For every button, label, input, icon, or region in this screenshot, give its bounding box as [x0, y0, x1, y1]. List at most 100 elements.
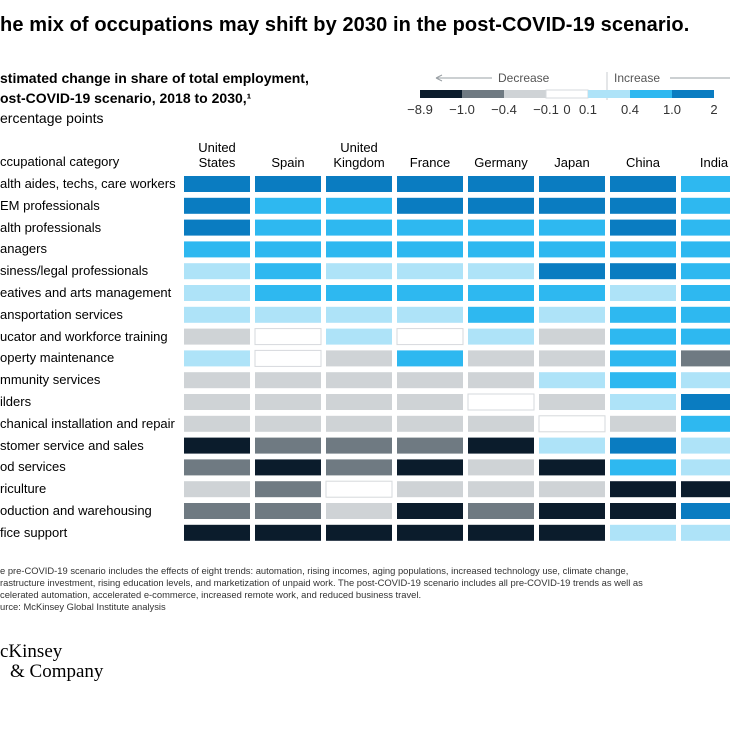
- legend-tick-label: 2: [710, 102, 717, 117]
- heatmap-cell: [326, 197, 392, 214]
- heatmap-cell: [184, 372, 250, 389]
- mckinsey-logo: cKinsey & Company: [0, 642, 103, 682]
- heatmap-cell: [184, 459, 250, 476]
- column-header: United States: [198, 140, 236, 170]
- heatmap-cell: [467, 393, 535, 411]
- heatmap-cell: [255, 481, 321, 498]
- row-label: EM professionals: [0, 197, 100, 213]
- legend-tick-label: 0.1: [579, 102, 597, 117]
- heatmap-cell: [681, 219, 730, 236]
- heatmap-cell: [255, 437, 321, 454]
- heatmap-cell: [325, 480, 393, 498]
- heatmap-cell: [681, 372, 730, 389]
- logo-line2: & Company: [10, 661, 104, 682]
- heatmap-cell: [397, 415, 463, 432]
- heatmap-cell: [468, 306, 534, 323]
- heatmap-cell: [397, 241, 463, 258]
- heatmap-cell: [610, 503, 676, 519]
- heatmap-cell: [184, 503, 250, 519]
- heatmap-cell: [397, 306, 463, 323]
- heatmap-cell: [326, 415, 392, 432]
- row-label: chanical installation and repair: [0, 415, 175, 431]
- heatmap-cell: [326, 437, 392, 454]
- row-label: riculture: [0, 481, 47, 497]
- heatmap-cell: [397, 524, 463, 541]
- heatmap-cell: [184, 197, 250, 214]
- heatmap-cell: [681, 285, 730, 301]
- heatmap-cell: [610, 394, 676, 410]
- column-header: Japan: [554, 155, 590, 170]
- heatmap-cell: [610, 524, 676, 541]
- heatmap-cell: [539, 503, 605, 519]
- heatmap-cell: [184, 328, 250, 345]
- heatmap-cell: [255, 306, 321, 323]
- legend-swatch: [588, 90, 630, 98]
- logo-line1: cKinsey: [0, 641, 63, 662]
- heatmap-cell: [610, 415, 676, 432]
- legend-decrease-label: Decrease: [498, 71, 550, 85]
- heatmap-cell: [255, 197, 321, 214]
- heatmap-cell: [184, 481, 250, 498]
- legend-swatch: [462, 90, 504, 98]
- heatmap-cell: [468, 241, 534, 258]
- legend-increase-label: Increase: [614, 71, 660, 85]
- heatmap-cell: [326, 263, 392, 280]
- legend-tick-label: −8.9: [407, 102, 433, 117]
- chart-units: ercentage points: [0, 110, 104, 126]
- row-label: od services: [0, 459, 66, 475]
- column-header: Spain: [271, 155, 305, 170]
- heatmap-cell: [326, 459, 392, 476]
- footnote-line: e pre-COVID-19 scenario includes the eff…: [0, 565, 629, 576]
- heatmap-cell: [468, 459, 534, 476]
- heatmap-cell: [326, 372, 392, 389]
- heatmap-cell: [539, 306, 605, 323]
- heatmap-cell: [184, 263, 250, 280]
- heatmap-cell: [468, 503, 534, 519]
- heatmap-cell: [326, 503, 392, 519]
- heatmap-cell: [255, 241, 321, 258]
- heatmap-cell: [539, 197, 605, 214]
- column-header: Germany: [474, 155, 528, 170]
- heatmap-cell: [397, 459, 463, 476]
- heatmap-cell: [681, 328, 730, 345]
- heatmap-cell: [681, 263, 730, 280]
- heatmap-cell: [326, 524, 392, 541]
- heatmap-cell: [610, 197, 676, 214]
- footnote-line: rastructure investment, rising education…: [0, 577, 643, 588]
- heatmap-cell: [681, 459, 730, 476]
- heatmap-cell: [255, 372, 321, 389]
- heatmap-cell: [539, 350, 605, 367]
- heatmap-cell: [610, 437, 676, 454]
- heatmap-cell: [681, 176, 730, 192]
- heatmap-cell: [539, 176, 605, 192]
- heatmap-cell: [397, 197, 463, 214]
- heatmap-cell: [396, 328, 464, 346]
- legend-tick-label: −0.4: [491, 102, 517, 117]
- heatmap-cell: [255, 459, 321, 476]
- heatmap-cell: [610, 350, 676, 367]
- heatmap-cell: [255, 176, 321, 192]
- legend-swatch: [630, 90, 672, 98]
- heatmap-cell: [468, 524, 534, 541]
- row-label: siness/legal professionals: [0, 263, 149, 279]
- legend-tick-label: 1.0: [663, 102, 681, 117]
- heatmap-cell: [184, 524, 250, 541]
- heatmap-cell: [610, 328, 676, 345]
- heatmap-cell: [326, 176, 392, 192]
- column-header: France: [409, 155, 451, 170]
- heatmap-cell: [681, 524, 730, 541]
- heatmap-cell: [681, 350, 730, 367]
- arrow-left-icon: [435, 74, 443, 82]
- heatmap-cell: [610, 459, 676, 476]
- heatmap-cell: [681, 437, 730, 454]
- heatmap-cell: [468, 437, 534, 454]
- row-label: stomer service and sales: [0, 437, 144, 453]
- row-label: anagers: [0, 241, 47, 257]
- heatmap-cell: [254, 328, 322, 346]
- heatmap-cell: [468, 481, 534, 498]
- heatmap-cell: [610, 241, 676, 258]
- heatmap-grid: [184, 176, 730, 541]
- heatmap-cell: [539, 241, 605, 258]
- heatmap-cell: [397, 394, 463, 410]
- heatmap-cell: [255, 524, 321, 541]
